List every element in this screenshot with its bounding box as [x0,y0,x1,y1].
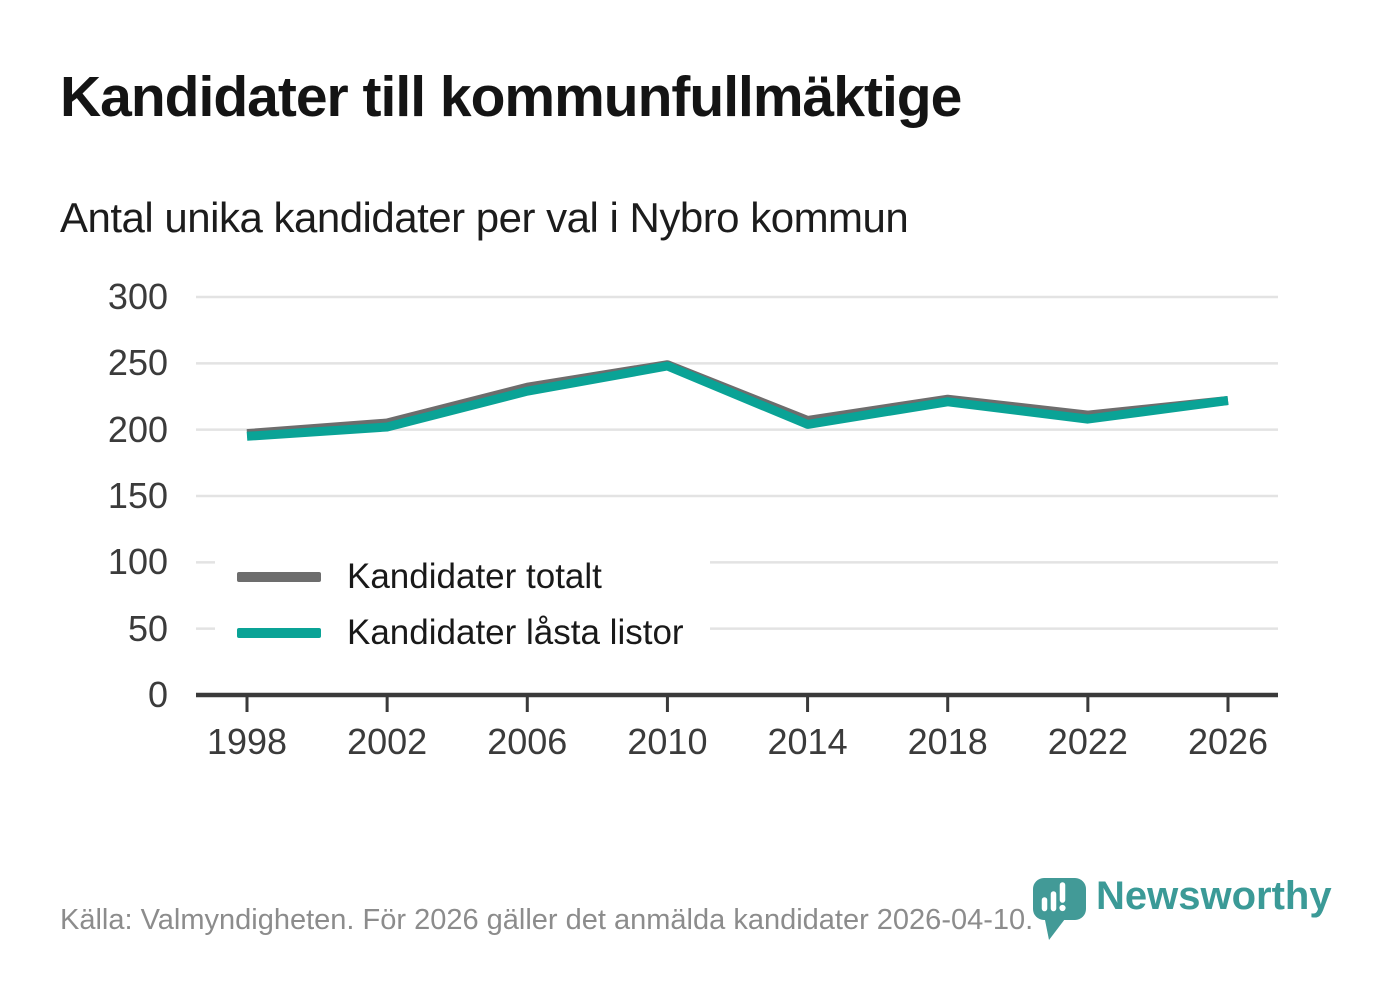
legend-swatch [237,628,321,638]
legend: Kandidater totalt Kandidater låsta listor [215,547,710,667]
legend-item: Kandidater totalt [237,549,684,605]
x-tick-label: 2022 [1047,721,1128,762]
y-tick-label: 300 [107,276,168,317]
x-tick-label: 2018 [907,721,988,762]
x-tick-label: 2026 [1187,721,1269,762]
y-tick-label: 50 [127,607,168,649]
legend-item: Kandidater låsta listor [237,605,684,661]
legend-swatch [237,572,321,582]
x-axis [196,692,1278,712]
legend-label: Kandidater låsta listor [347,613,684,652]
newsworthy-wordmark: Newsworthy [1096,874,1332,918]
x-tick-label: 2014 [767,721,848,762]
source-note: Källa: Valmyndigheten. För 2026 gäller d… [60,904,1034,936]
newsworthy-logo-icon [1033,878,1086,940]
series-lines [246,360,1229,441]
x-tick-label: 2010 [627,721,708,762]
x-tick-label: 1998 [206,721,288,762]
x-tick-label: 2002 [347,721,428,762]
y-tick-label: 250 [107,342,168,384]
y-tick-label: 150 [107,475,168,516]
x-tick-label: 2006 [487,721,568,762]
y-tick-label: 200 [107,408,168,450]
legend-label: Kandidater totalt [347,557,602,596]
y-tick-label: 0 [147,674,168,715]
y-tick-label: 100 [107,541,168,583]
page-title: Kandidater till kommunfullmäktige [60,65,962,129]
chart-subtitle: Antal unika kandidater per val i Nybro k… [60,194,909,241]
